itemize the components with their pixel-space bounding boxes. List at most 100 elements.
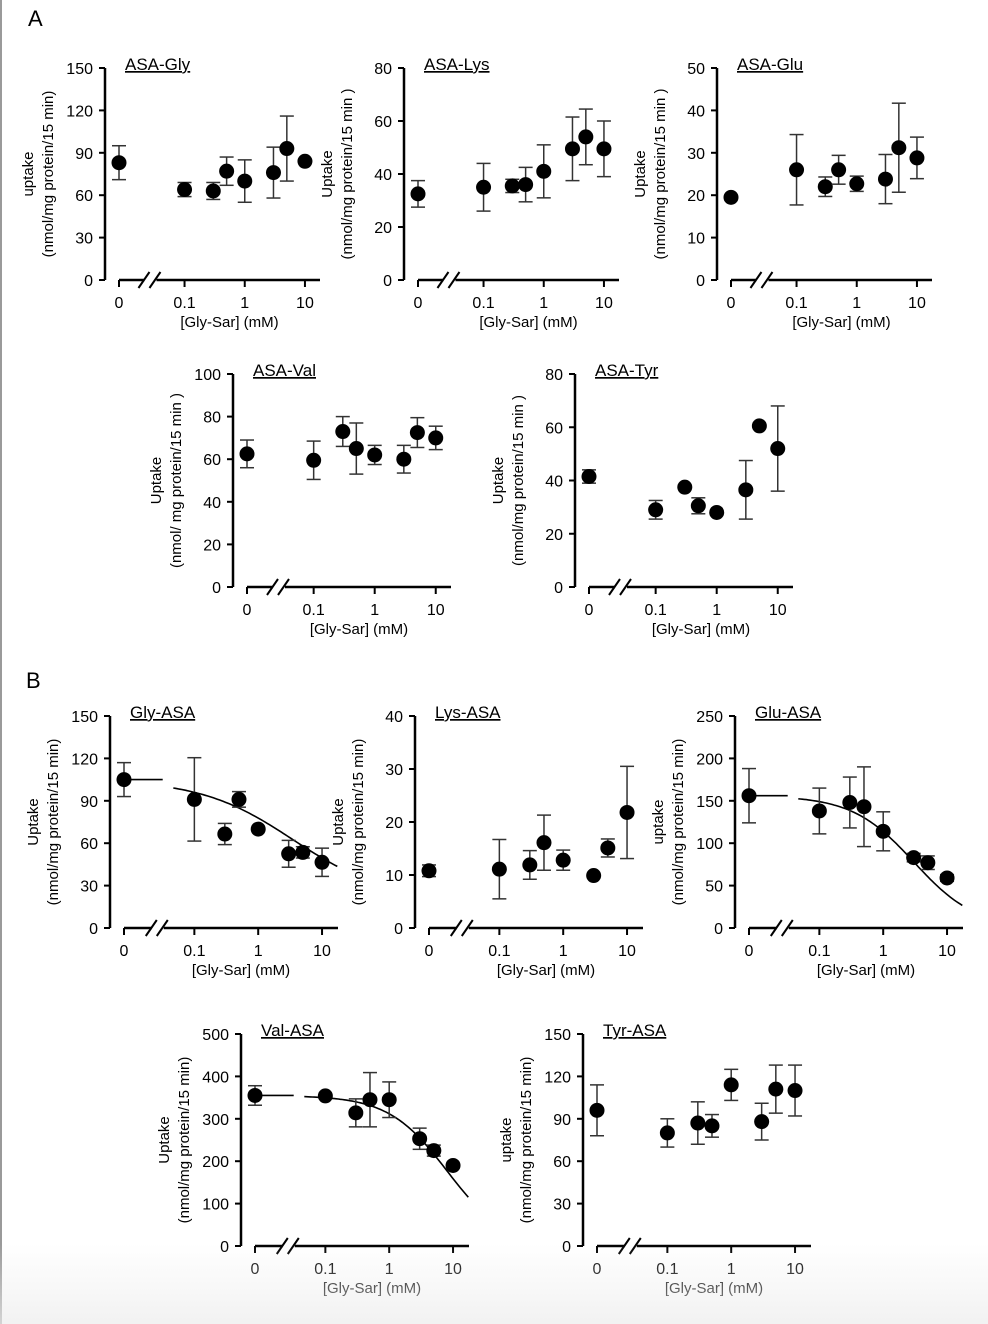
y-tick-label: 0: [89, 921, 98, 938]
y-axis-title: Uptake: [25, 798, 42, 846]
data-point: [768, 1081, 784, 1097]
axis-break-mark: [780, 919, 794, 937]
y-tick-label: 0: [554, 580, 563, 597]
axis-break-mark: [749, 271, 763, 289]
x-tick-label: 0: [425, 943, 434, 960]
y-axis-units: (nmol/mg protein/15 min): [670, 739, 687, 906]
y-tick-label: 30: [75, 231, 93, 248]
axis-break-mark: [148, 271, 162, 289]
y-tick-label: 150: [71, 709, 98, 726]
y-tick-label: 90: [80, 794, 98, 811]
y-tick-label: 60: [553, 1154, 571, 1171]
y-tick-label: 0: [562, 1239, 571, 1256]
data-point: [581, 469, 597, 485]
chart-title: ASA-Gly: [125, 55, 191, 74]
x-tick-label: 10: [618, 943, 636, 960]
y-tick-label: 30: [385, 762, 403, 779]
data-point: [751, 418, 767, 434]
data-point: [909, 150, 925, 166]
y-axis-units: (nmol/mg protein/15 min): [350, 739, 367, 906]
x-tick-label: 0.1: [472, 295, 494, 312]
data-point: [564, 141, 580, 157]
data-point: [817, 179, 833, 195]
chart-title: Glu-ASA: [755, 703, 822, 722]
y-axis-units: (nmol/mg protein/15 min): [176, 1057, 193, 1224]
x-tick-label: 0: [120, 943, 129, 960]
data-point: [677, 479, 693, 495]
data-point: [239, 446, 255, 462]
data-point: [247, 1087, 263, 1103]
y-tick-label: 120: [544, 1069, 571, 1086]
y-tick-label: 300: [202, 1112, 229, 1129]
data-point: [281, 846, 297, 862]
x-tick-label: 10: [938, 943, 956, 960]
data-point: [314, 854, 330, 870]
data-point: [789, 162, 805, 178]
y-tick-label: 100: [696, 836, 723, 853]
data-point: [877, 171, 893, 187]
chart-title: ASA-Glu: [737, 55, 803, 74]
y-tick-label: 60: [203, 452, 221, 469]
y-tick-label: 0: [696, 273, 705, 290]
x-tick-label: 10: [786, 1261, 804, 1278]
x-axis-title: [Gly-Sar] (mM): [652, 621, 750, 638]
data-point: [381, 1092, 397, 1108]
x-tick-label: 1: [254, 943, 263, 960]
x-tick-label: 1: [370, 602, 379, 619]
data-point: [421, 863, 437, 879]
data-point: [709, 504, 725, 520]
data-point: [317, 1088, 333, 1104]
x-tick-label: 1: [879, 943, 888, 960]
data-point: [589, 1102, 605, 1118]
y-tick-label: 40: [374, 167, 392, 184]
data-point: [522, 857, 538, 873]
y-tick-label: 20: [203, 537, 221, 554]
data-point: [265, 165, 281, 181]
y-axis-units: (nmol/mg protein/15 min): [40, 91, 57, 258]
data-point: [723, 1077, 739, 1093]
data-point: [920, 855, 936, 871]
data-point: [619, 804, 635, 820]
data-point: [648, 502, 664, 518]
y-tick-label: 100: [194, 367, 221, 384]
data-point: [231, 791, 247, 807]
data-point: [250, 821, 266, 837]
data-point: [111, 155, 127, 171]
y-tick-label: 90: [75, 146, 93, 163]
data-point: [205, 183, 221, 199]
chart-title: ASA-Lys: [424, 55, 490, 74]
x-axis-title: [Gly-Sar] (mM): [665, 1280, 763, 1297]
y-tick-label: 400: [202, 1069, 229, 1086]
data-point: [586, 868, 602, 884]
y-tick-label: 0: [394, 921, 403, 938]
x-tick-label: 10: [313, 943, 331, 960]
data-point: [186, 791, 202, 807]
y-tick-label: 120: [66, 103, 93, 120]
data-point: [476, 179, 492, 195]
y-axis-title: uptake: [498, 1117, 515, 1162]
x-tick-label: 0.1: [656, 1261, 678, 1278]
y-tick-label: 100: [202, 1197, 229, 1214]
axis-break-mark: [447, 271, 461, 289]
y-tick-label: 40: [545, 474, 563, 491]
data-point: [875, 823, 891, 839]
data-point: [831, 162, 847, 178]
data-point: [504, 178, 520, 194]
y-tick-label: 150: [544, 1027, 571, 1044]
data-point: [412, 1131, 428, 1147]
axis-break-mark: [619, 578, 632, 596]
data-point: [348, 1105, 364, 1121]
data-point: [518, 177, 534, 193]
axis-break-mark: [436, 271, 450, 289]
y-axis-units: (nmol/mg protein/15 min): [45, 739, 62, 906]
data-point: [237, 173, 253, 189]
data-point: [536, 835, 552, 851]
y-tick-label: 150: [696, 794, 723, 811]
data-point: [409, 425, 425, 441]
x-tick-label: 0: [414, 295, 423, 312]
